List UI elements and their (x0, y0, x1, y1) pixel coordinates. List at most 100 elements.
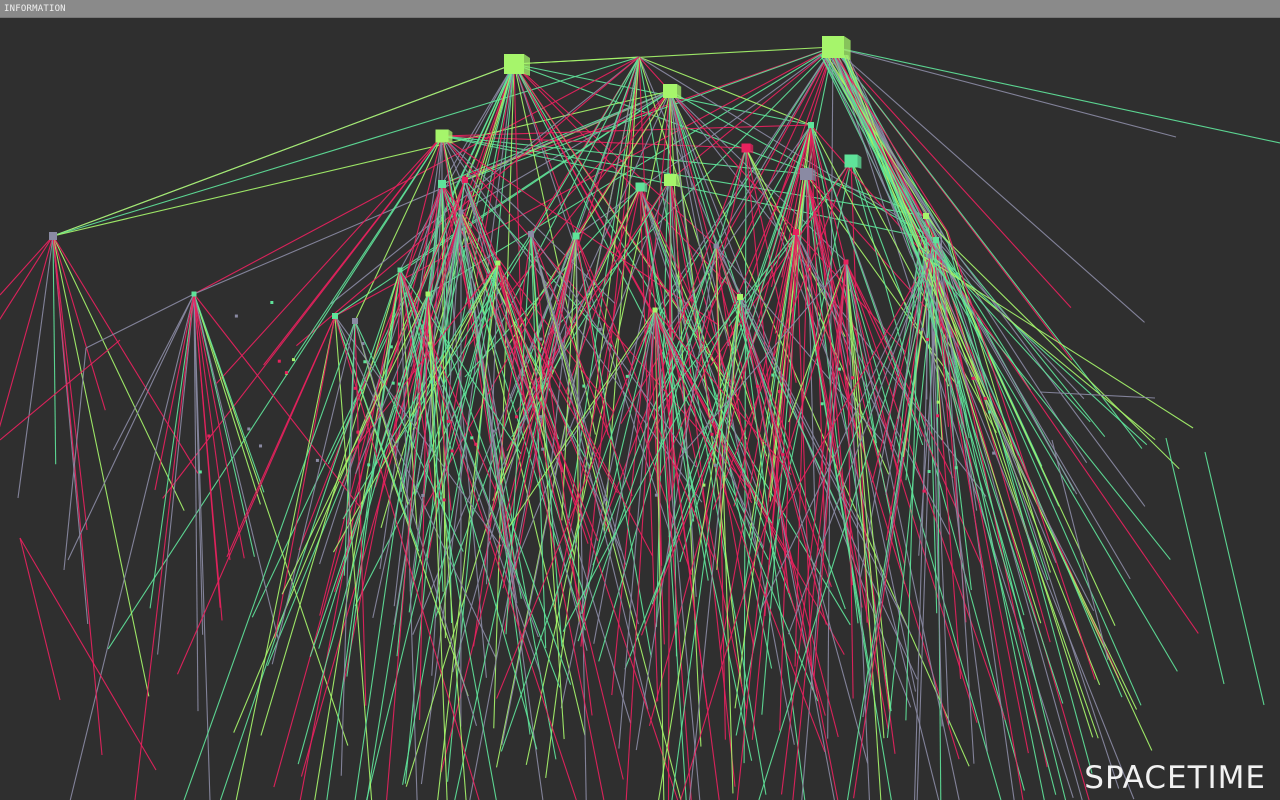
leaf-node[interactable] (367, 463, 371, 467)
graph-node[interactable] (923, 213, 929, 219)
leaf-node[interactable] (710, 432, 714, 436)
leaf-node[interactable] (541, 447, 545, 451)
graph-node[interactable] (793, 229, 799, 235)
spacetime-visualization[interactable]: SPACETIME (0, 18, 1280, 800)
leaf-node[interactable] (625, 374, 629, 378)
leaf-node[interactable] (207, 434, 211, 438)
leaf-node[interactable] (771, 373, 775, 377)
leaf-node[interactable] (598, 327, 602, 331)
hub-node[interactable] (663, 84, 682, 100)
graph-node[interactable] (425, 291, 431, 297)
leaf-node[interactable] (983, 396, 987, 400)
leaf-node[interactable] (421, 493, 425, 497)
graph-node[interactable] (528, 231, 534, 237)
leaf-node[interactable] (582, 384, 586, 388)
leaf-node[interactable] (291, 358, 295, 362)
graph-node[interactable] (438, 180, 446, 188)
leaf-node[interactable] (755, 384, 759, 388)
leaf-node[interactable] (777, 390, 781, 394)
leaf-node[interactable] (315, 458, 319, 462)
leaf-node[interactable] (988, 410, 992, 414)
graph-node[interactable] (713, 243, 719, 249)
edge (897, 241, 920, 464)
graph-node[interactable] (458, 209, 464, 215)
leaf-node[interactable] (927, 470, 931, 474)
leaf-node[interactable] (936, 400, 940, 404)
hub-node[interactable] (504, 54, 530, 76)
graph-node[interactable] (635, 182, 648, 193)
leaf-node[interactable] (603, 498, 607, 502)
leaf-node[interactable] (954, 466, 958, 470)
title-bar[interactable]: INFORMATION (0, 0, 1280, 18)
leaf-node[interactable] (442, 498, 446, 502)
graph-node[interactable] (352, 318, 358, 324)
leaf-node[interactable] (515, 415, 519, 419)
edge (193, 90, 671, 295)
leaf-node[interactable] (654, 493, 658, 497)
edge (937, 252, 1078, 495)
leaf-node[interactable] (922, 489, 926, 493)
graph-node[interactable] (191, 291, 197, 297)
leaf-node[interactable] (353, 386, 357, 390)
edge (460, 211, 618, 494)
leaf-node[interactable] (539, 337, 543, 341)
leaf-node[interactable] (363, 360, 367, 364)
leaf-node[interactable] (361, 342, 365, 346)
graph-node[interactable] (572, 232, 580, 240)
leaf-node[interactable] (356, 430, 360, 434)
graph-node[interactable] (49, 232, 57, 240)
leaf-node[interactable] (391, 381, 395, 385)
leaf-node[interactable] (198, 470, 202, 474)
graph-node[interactable] (843, 259, 849, 265)
hub-node[interactable] (435, 129, 453, 144)
graph-node[interactable] (800, 168, 816, 182)
network-graph[interactable] (0, 18, 1280, 800)
leaf-node[interactable] (781, 453, 785, 457)
graph-node[interactable] (397, 267, 403, 273)
leaf-node[interactable] (926, 338, 930, 342)
leaf-node[interactable] (474, 442, 478, 446)
edge (530, 233, 565, 740)
graph-node[interactable] (737, 294, 743, 300)
leaf-node[interactable] (820, 402, 824, 406)
leaf-node[interactable] (270, 300, 274, 304)
leaf-node[interactable] (450, 449, 454, 453)
graph-node[interactable] (462, 177, 468, 183)
leaf-node[interactable] (277, 359, 281, 363)
edge (845, 261, 984, 568)
graph-node[interactable] (933, 237, 939, 243)
leaf-node[interactable] (247, 427, 251, 431)
leaf-node[interactable] (491, 429, 495, 433)
leaf-node[interactable] (837, 367, 841, 371)
leaf-node[interactable] (389, 345, 393, 349)
graph-node[interactable] (808, 122, 814, 128)
leaf-node[interactable] (957, 380, 961, 384)
leaf-node[interactable] (446, 419, 450, 423)
leaf-node[interactable] (713, 463, 717, 467)
leaf-node[interactable] (470, 436, 474, 440)
leaf-node[interactable] (429, 380, 433, 384)
leaf-node[interactable] (538, 415, 542, 419)
leaf-node[interactable] (397, 382, 401, 386)
edge (669, 46, 834, 181)
leaf-node[interactable] (971, 376, 975, 380)
leaf-node[interactable] (936, 414, 940, 418)
edge (193, 293, 211, 800)
leaf-node[interactable] (702, 483, 706, 487)
graph-node[interactable] (664, 174, 680, 188)
leaf-node[interactable] (920, 327, 924, 331)
graph-node[interactable] (332, 313, 338, 319)
leaf-node[interactable] (285, 371, 289, 375)
leaf-node[interactable] (428, 341, 432, 345)
leaf-node[interactable] (468, 310, 472, 314)
leaf-node[interactable] (851, 376, 855, 380)
graph-node[interactable] (844, 154, 862, 169)
leaf-node[interactable] (259, 444, 263, 448)
graph-node[interactable] (495, 260, 501, 266)
graph-node[interactable] (652, 307, 658, 313)
graph-node[interactable] (741, 143, 754, 154)
graph-node[interactable] (927, 253, 933, 259)
leaf-node[interactable] (992, 451, 996, 455)
leaf-node[interactable] (234, 314, 238, 318)
hub-node[interactable] (822, 36, 851, 61)
